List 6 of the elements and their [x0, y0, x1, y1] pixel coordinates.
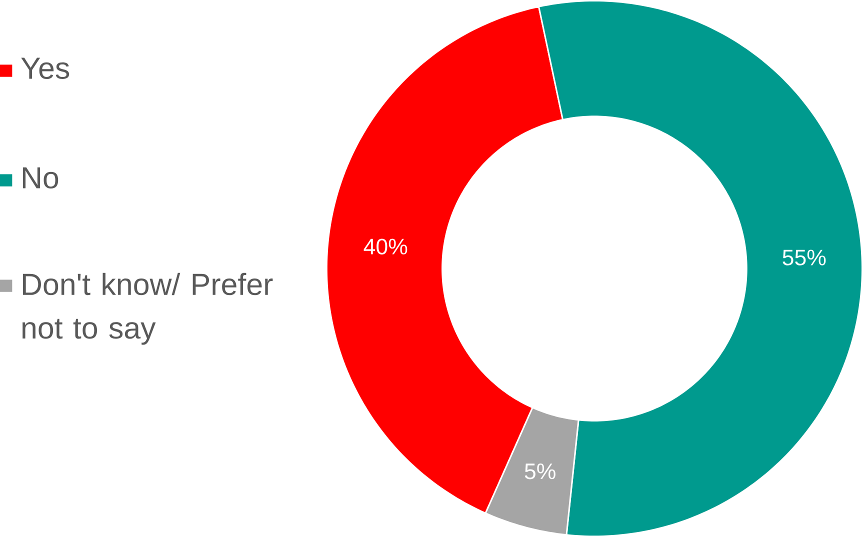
data-label: 40% [364, 238, 408, 254]
legend-label: Don't know/ Prefer not to say [22, 272, 273, 345]
data-label: 55% [782, 250, 826, 266]
legend-label: Yes [21, 58, 70, 79]
legend-label: No [23, 167, 58, 188]
data-label: 5% [524, 463, 556, 480]
